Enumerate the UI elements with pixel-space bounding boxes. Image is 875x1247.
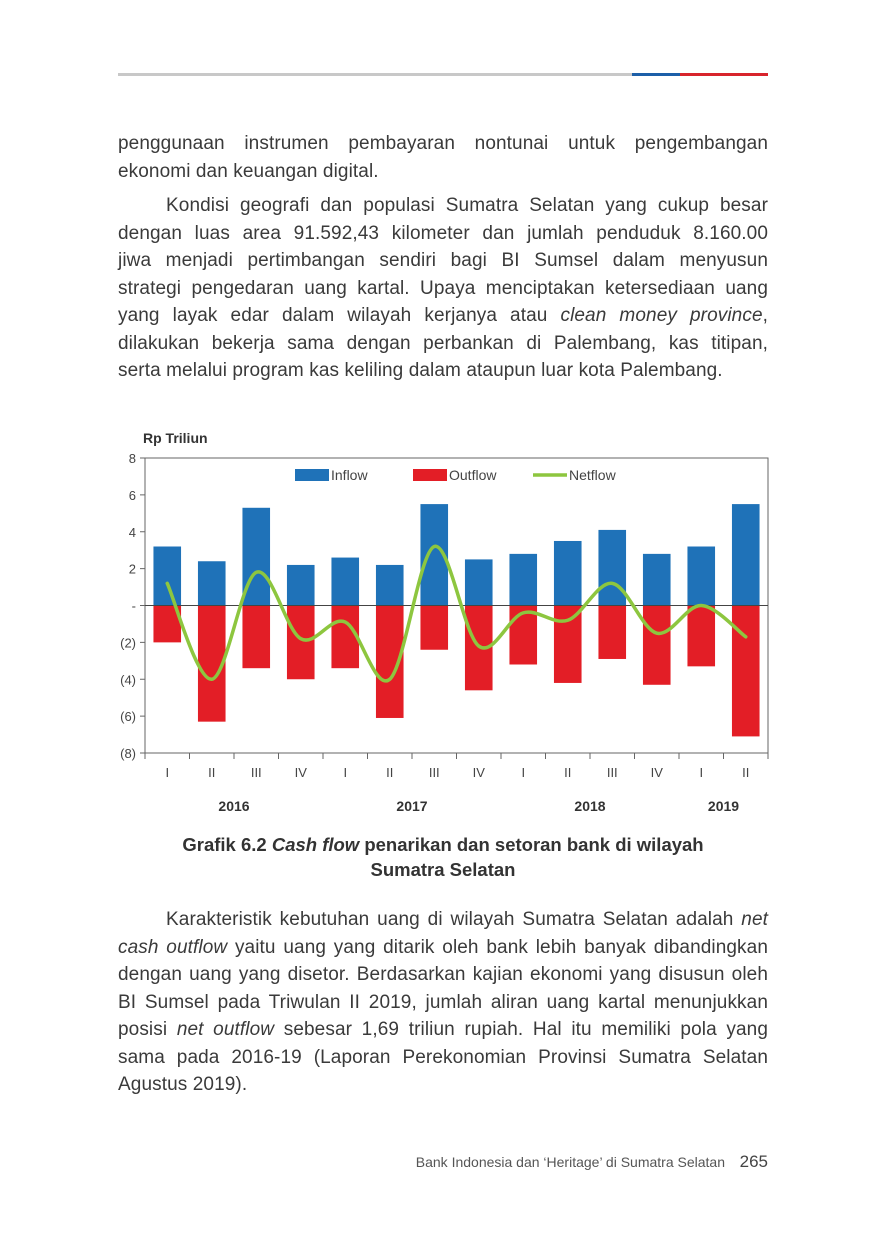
x-tick-label: IV xyxy=(295,765,308,780)
x-tick-label: I xyxy=(343,765,347,780)
y-tick-label: (8) xyxy=(120,746,136,761)
inflow-bar xyxy=(197,561,226,606)
y-tick-label: 2 xyxy=(129,562,136,577)
emphasis-text: net xyxy=(741,909,768,930)
chart-caption: Grafik 6.2 Cash flow penarikan dan setor… xyxy=(118,832,768,882)
emphasis-text: cash outflow xyxy=(118,936,228,958)
outflow-bar xyxy=(687,605,716,667)
text-run: yang layak edar dalam wilayah kerjanya a… xyxy=(118,305,561,326)
text-run: yaitu uang yang ditarik oleh bank lebih … xyxy=(227,936,768,958)
paragraph-line: penggunaan instrumen pembayaran nontunai… xyxy=(118,133,768,154)
x-tick-label: III xyxy=(251,765,262,780)
x-tick-label: II xyxy=(742,765,749,780)
paragraph-line: Agustus 2019). xyxy=(118,1074,248,1095)
paragraph-line: posisi net outflow sebesar 1,69 triliun … xyxy=(118,1016,768,1044)
outflow-bar xyxy=(731,605,760,737)
header-rule xyxy=(118,73,768,76)
paragraph-line: jiwa menjadi pertimbangan sendiri bagi B… xyxy=(118,250,768,271)
paragraph-line: dengan luas area 91.592,43 kilometer dan… xyxy=(118,222,768,244)
paragraph-line: Kondisi geografi dan populasi Sumatra Se… xyxy=(166,195,768,216)
paragraph-line: ekonomi dan keuangan digital. xyxy=(118,160,379,182)
paragraph-line: BI Sumsel pada Triwulan II 2019, jumlah … xyxy=(118,991,768,1013)
y-axis-label: Rp Triliun xyxy=(143,430,208,446)
y-tick-label: (6) xyxy=(120,709,136,724)
page-number: 265 xyxy=(739,1152,768,1171)
inflow-bar xyxy=(331,557,360,606)
inflow-bar xyxy=(598,529,627,606)
y-tick-label: - xyxy=(132,599,136,614)
outflow-bar xyxy=(286,605,315,680)
x-tick-label: I xyxy=(699,765,703,780)
paragraph-3: Karakteristik kebutuhan uang di wilayah … xyxy=(118,906,768,1099)
cash-flow-chart: Rp Triliun 8 6 4 2- (2) (4) (6) (8) I II III IV I II II… xyxy=(105,420,785,820)
y-tick-label: 8 xyxy=(129,451,136,466)
x-tick-label: I xyxy=(521,765,525,780)
inflow-legend-swatch xyxy=(295,469,329,481)
year-label: 2016 xyxy=(218,798,249,814)
outflow-bar xyxy=(331,605,360,669)
x-tick-label: III xyxy=(607,765,618,780)
paragraph-line: cash outflow yaitu uang yang ditarik ole… xyxy=(118,934,768,962)
x-tick-label: I xyxy=(165,765,169,780)
paragraph-line: serta melalui program kas keliling dalam… xyxy=(118,360,723,381)
inflow-bar xyxy=(553,540,582,606)
outflow-bar xyxy=(242,605,271,669)
inflow-bar xyxy=(687,546,716,606)
text-run: posisi xyxy=(118,1019,177,1040)
caption-suffix: penarikan dan setoran bank di wilayah xyxy=(359,834,704,855)
year-label: 2018 xyxy=(574,798,605,814)
x-tick-label: II xyxy=(564,765,571,780)
paragraph-line: yang layak edar dalam wilayah kerjanya a… xyxy=(118,302,768,330)
inflow-bar xyxy=(153,546,182,606)
x-tick-label: II xyxy=(386,765,393,780)
paragraph-2: Kondisi geografi dan populasi Sumatra Se… xyxy=(118,192,768,385)
caption-line-1: Grafik 6.2 Cash flow penarikan dan setor… xyxy=(118,832,768,857)
outflow-bar xyxy=(598,605,627,659)
paragraph-line: Karakteristik kebutuhan uang di wilayah … xyxy=(118,906,768,934)
paragraph-line: dengan uang yang disetor. Berdasarkan ka… xyxy=(118,964,768,985)
outflow-legend-label: Outflow xyxy=(449,467,497,483)
inflow-bar xyxy=(731,504,760,606)
text-run: Karakteristik kebutuhan uang di wilayah … xyxy=(166,909,742,930)
emphasis-text: clean money province xyxy=(560,305,763,326)
y-tick-label: 4 xyxy=(129,525,136,540)
outflow-bar xyxy=(509,605,538,665)
x-tick-label: IV xyxy=(473,765,486,780)
x-tick-label: III xyxy=(429,765,440,780)
x-tick-label: IV xyxy=(651,765,664,780)
text-run: sebesar 1,69 triliun rupiah. Hal itu mem… xyxy=(274,1019,768,1040)
inflow-bar xyxy=(286,564,315,606)
text-run: , xyxy=(762,305,769,326)
footer-title: Bank Indonesia dan ‘Heritage’ di Sumatra… xyxy=(415,1154,725,1170)
inflow-bar xyxy=(642,553,671,606)
netflow-line xyxy=(165,544,748,683)
y-tick-label: (4) xyxy=(120,672,136,687)
outflow-bar xyxy=(642,605,671,685)
paragraph-line: sama pada 2016-19 (Laporan Perekonomian … xyxy=(118,1046,768,1068)
y-tick-label: 6 xyxy=(129,488,136,503)
inflow-legend-label: Inflow xyxy=(331,467,368,483)
x-tick-label: II xyxy=(208,765,215,780)
outflow-bar xyxy=(420,605,449,650)
caption-prefix: Grafik 6.2 xyxy=(182,834,272,855)
emphasis-text: net outflow xyxy=(176,1019,275,1040)
outflow-bar xyxy=(553,605,582,683)
y-tick-label: (2) xyxy=(120,635,136,650)
paragraph-line: dilakukan bekerja sama dengan perbankan … xyxy=(118,332,768,354)
caption-italic: Cash flow xyxy=(271,834,360,855)
caption-line-2: Sumatra Selatan xyxy=(370,859,516,880)
netflow-legend-label: Netflow xyxy=(569,467,617,483)
paragraph-1: penggunaan instrumen pembayaran nontunai… xyxy=(118,130,768,185)
inflow-bar xyxy=(464,559,493,606)
inflow-bar xyxy=(509,553,538,606)
paragraph-line: strategi pengedaran uang kartal. Upaya m… xyxy=(118,277,768,299)
inflow-bar xyxy=(375,564,404,606)
year-label: 2017 xyxy=(396,798,427,814)
outflow-legend-swatch xyxy=(413,469,447,481)
year-label: 2019 xyxy=(708,798,739,814)
